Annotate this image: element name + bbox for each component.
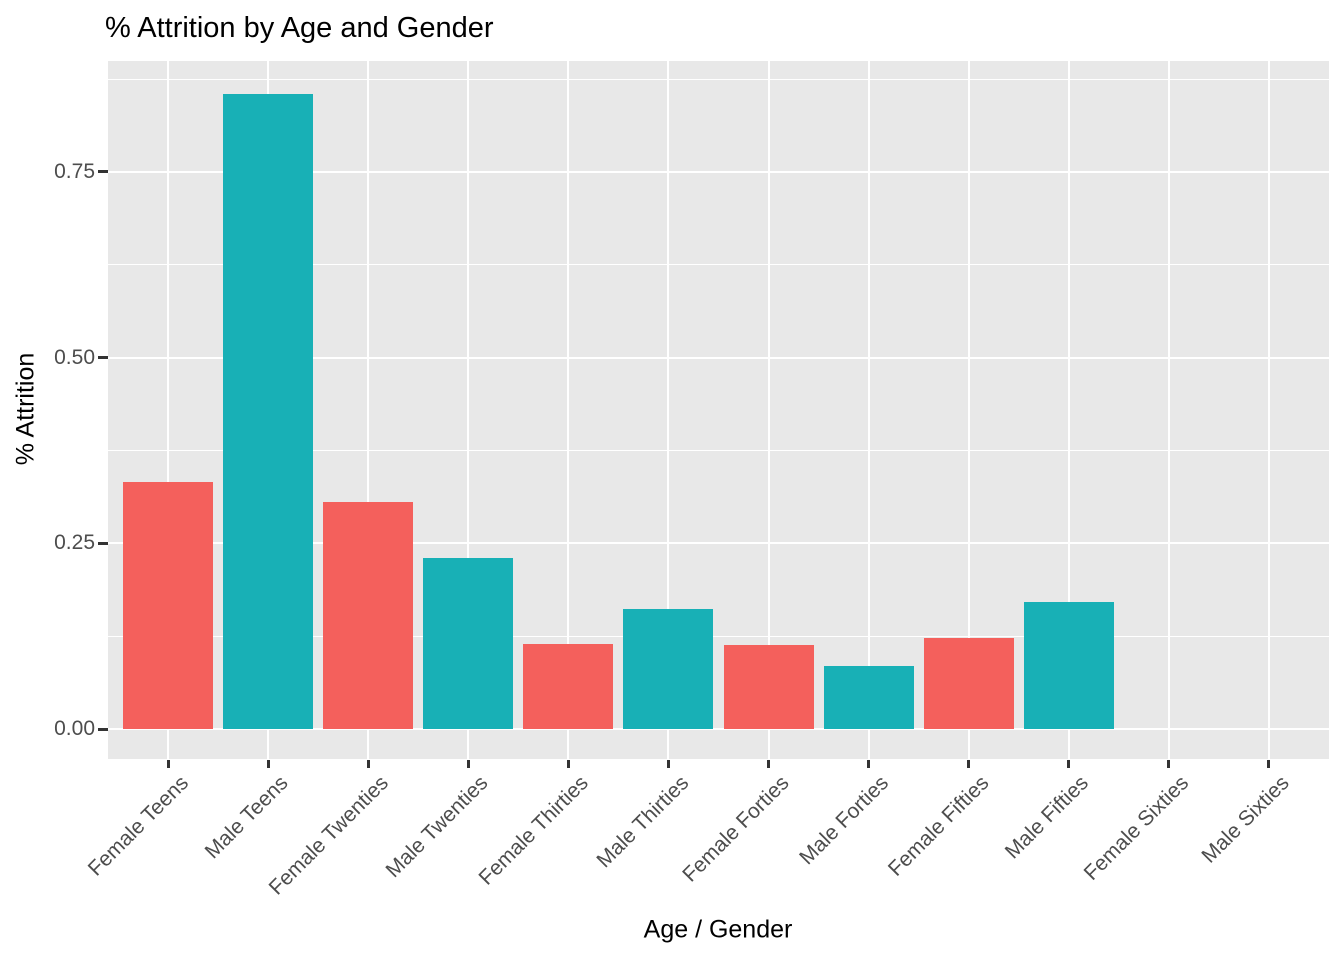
x-tick-label: Male Teens <box>200 771 293 864</box>
x-tick-label: Male Fifties <box>1001 771 1094 864</box>
bar-male-twenties <box>423 558 514 729</box>
major-gridline <box>108 356 1329 359</box>
x-tick <box>266 760 270 768</box>
x-tick-label: Male Forties <box>795 771 894 870</box>
x-tick <box>566 760 570 768</box>
bar-female-thirties <box>523 643 614 729</box>
x-tick <box>1067 760 1071 768</box>
x-tick <box>1167 760 1171 768</box>
vertical-gridline <box>1167 61 1170 759</box>
x-tick-label: Female Forties <box>677 771 794 887</box>
bar-female-teens <box>123 481 214 729</box>
bar-male-thirties <box>623 609 714 729</box>
x-tick-label: Female Thirties <box>474 771 593 890</box>
y-axis-title: % Attrition <box>11 352 40 466</box>
major-gridline <box>108 170 1329 173</box>
vertical-gridline <box>967 61 970 759</box>
bar-male-teens <box>223 93 314 729</box>
plot-panel <box>108 61 1329 759</box>
x-tick-label: Female Fifties <box>883 771 994 881</box>
x-tick-label: Male Thirties <box>592 771 694 873</box>
vertical-gridline <box>667 61 670 759</box>
chart-title: % Attrition by Age and Gender <box>105 12 494 44</box>
x-tick-label: Female Sixties <box>1079 771 1194 885</box>
y-tick-label: 0.75 <box>54 159 95 183</box>
minor-gridline <box>108 264 1329 266</box>
bar-male-forties <box>823 665 914 729</box>
y-tick-label: 0.00 <box>54 717 95 740</box>
y-tick-label: 0.25 <box>54 531 95 555</box>
x-tick <box>967 760 971 768</box>
vertical-gridline <box>167 61 170 759</box>
minor-gridline <box>108 449 1329 451</box>
vertical-gridline <box>367 61 370 759</box>
bar-male-fifties <box>1023 601 1114 729</box>
x-tick <box>867 760 871 768</box>
vertical-gridline <box>767 61 770 759</box>
vertical-gridline <box>867 61 870 759</box>
x-tick <box>466 760 470 768</box>
x-tick <box>767 760 771 768</box>
vertical-gridline <box>567 61 570 759</box>
bar-female-twenties <box>323 502 414 729</box>
vertical-gridline <box>467 61 470 759</box>
x-tick-label: Male Twenties <box>381 771 493 883</box>
x-tick-label: Female Teens <box>83 771 193 881</box>
x-tick <box>1267 760 1271 768</box>
y-tick <box>98 356 108 360</box>
x-tick <box>166 760 170 768</box>
x-tick <box>366 760 370 768</box>
x-tick-label: Male Sixties <box>1197 771 1294 868</box>
bar-female-fifties <box>923 638 1014 729</box>
x-tick <box>666 760 670 768</box>
major-gridline <box>108 542 1329 545</box>
y-tick <box>98 170 108 174</box>
minor-gridline <box>108 78 1329 80</box>
vertical-gridline <box>1267 61 1270 759</box>
minor-gridline <box>108 635 1329 637</box>
bar-female-forties <box>723 645 814 729</box>
vertical-gridline <box>1067 61 1070 759</box>
major-gridline <box>108 728 1329 730</box>
y-tick <box>98 541 108 545</box>
y-tick-label: 0.50 <box>54 345 95 369</box>
y-tick <box>98 727 108 731</box>
x-axis-title: Age / Gender <box>643 915 793 944</box>
